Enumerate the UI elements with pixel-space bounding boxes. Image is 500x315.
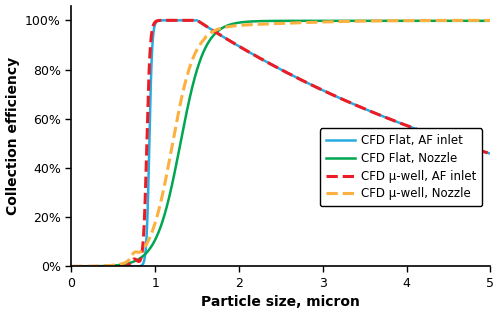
X-axis label: Particle size, micron: Particle size, micron [202, 295, 360, 309]
CFD μ-well, AF inlet [381, 115, 387, 119]
CFD Flat, Nozzle [144, 250, 150, 254]
CFD μ-well, Nozzle [341, 20, 347, 23]
CFD μ-well, Nozzle [381, 19, 387, 23]
CFD Flat, AF inlet [381, 115, 387, 119]
CFD Flat, Nozzle [341, 19, 347, 23]
CFD μ-well, Nozzle [144, 240, 150, 244]
Line: CFD μ-well, AF inlet: CFD μ-well, AF inlet [72, 20, 490, 266]
CFD μ-well, AF inlet [320, 89, 326, 92]
CFD Flat, Nozzle [228, 22, 234, 26]
CFD μ-well, AF inlet [194, 19, 200, 22]
CFD μ-well, AF inlet [228, 40, 234, 44]
CFD Flat, AF inlet [341, 98, 347, 102]
CFD μ-well, AF inlet [413, 127, 419, 131]
CFD Flat, AF inlet [320, 89, 326, 92]
CFD Flat, Nozzle [381, 19, 387, 23]
Line: CFD μ-well, Nozzle: CFD μ-well, Nozzle [72, 20, 490, 266]
CFD Flat, AF inlet [144, 212, 150, 216]
Line: CFD Flat, Nozzle: CFD Flat, Nozzle [72, 21, 490, 266]
Y-axis label: Collection efficiency: Collection efficiency [6, 57, 20, 215]
CFD Flat, Nozzle [68, 265, 74, 268]
CFD Flat, AF inlet [194, 19, 200, 22]
CFD Flat, Nozzle [413, 19, 419, 23]
CFD Flat, Nozzle [488, 19, 494, 23]
CFD μ-well, Nozzle [228, 24, 234, 28]
CFD Flat, AF inlet [488, 152, 494, 156]
CFD Flat, Nozzle [320, 19, 326, 23]
Legend: CFD Flat, AF inlet, CFD Flat, Nozzle, CFD μ-well, AF inlet, CFD μ-well, Nozzle: CFD Flat, AF inlet, CFD Flat, Nozzle, CF… [320, 128, 482, 206]
CFD Flat, AF inlet [228, 40, 234, 44]
CFD Flat, AF inlet [413, 127, 419, 131]
Line: CFD Flat, AF inlet: CFD Flat, AF inlet [72, 20, 490, 266]
CFD μ-well, Nozzle [488, 19, 494, 22]
CFD μ-well, AF inlet [488, 152, 494, 156]
CFD μ-well, Nozzle [68, 265, 74, 268]
CFD Flat, AF inlet [68, 265, 74, 268]
CFD μ-well, Nozzle [413, 19, 419, 22]
CFD μ-well, Nozzle [320, 20, 326, 24]
CFD μ-well, AF inlet [341, 98, 347, 102]
CFD μ-well, AF inlet [144, 117, 150, 120]
CFD μ-well, AF inlet [68, 265, 74, 268]
